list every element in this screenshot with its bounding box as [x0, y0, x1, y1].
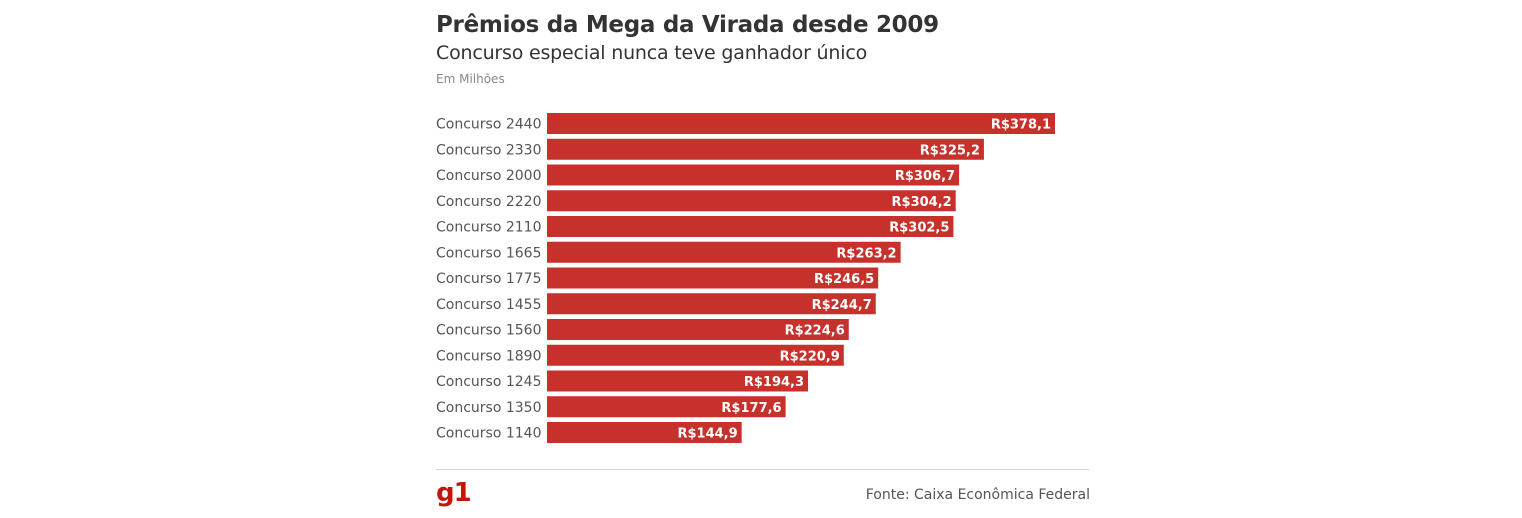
- value-label: R$302,5: [889, 221, 949, 236]
- category-label: Concurso 1350: [436, 400, 541, 416]
- category-label: Concurso 2000: [436, 168, 541, 184]
- footer-divider: [436, 469, 1089, 470]
- bar[interactable]: [547, 190, 956, 212]
- bar-chart: Concurso 2440 R$378,1 Concurso 2330 R$325,2…: [436, 113, 1055, 443]
- category-label: Concurso 1245: [436, 374, 541, 390]
- bar[interactable]: [547, 344, 844, 366]
- value-label: R$325,2: [920, 143, 980, 158]
- category-label: Concurso 1775: [436, 271, 541, 287]
- bar[interactable]: [547, 113, 1055, 134]
- category-label: Concurso 1560: [436, 323, 541, 339]
- chart-container: Prêmios da Mega da Virada desde 2009 Con…: [436, 0, 1090, 518]
- category-label: Concurso 2220: [436, 194, 541, 210]
- value-label: R$177,6: [721, 401, 781, 416]
- value-label: R$263,2: [836, 246, 896, 261]
- value-label: R$378,1: [991, 118, 1051, 133]
- category-label: Concurso 1890: [436, 348, 541, 364]
- category-label: Concurso 2330: [436, 142, 541, 158]
- value-label: R$246,5: [814, 272, 874, 287]
- category-label: Concurso 2110: [436, 220, 541, 236]
- bar[interactable]: [547, 267, 879, 289]
- value-label: R$306,7: [895, 169, 955, 184]
- bar[interactable]: [547, 396, 786, 418]
- bar[interactable]: [547, 319, 849, 340]
- bar[interactable]: [547, 138, 984, 160]
- category-label: Concurso 1665: [436, 245, 541, 261]
- category-label: Concurso 1140: [436, 426, 541, 442]
- category-label: Concurso 2440: [436, 117, 541, 133]
- unit-note: Em Milhões: [436, 72, 505, 86]
- value-label: R$304,2: [892, 195, 952, 210]
- value-label: R$224,6: [785, 324, 845, 339]
- bar[interactable]: [547, 370, 809, 392]
- source-note: Fonte: Caixa Econômica Federal: [865, 487, 1090, 503]
- value-label: R$244,7: [812, 298, 872, 313]
- chart-subtitle: Concurso especial nunca teve ganhador ún…: [436, 42, 867, 64]
- value-label: R$194,3: [744, 375, 804, 390]
- g1-logo[interactable]: g1: [436, 478, 472, 508]
- bar[interactable]: [547, 241, 901, 263]
- value-label: R$220,9: [780, 349, 840, 364]
- bar[interactable]: [547, 422, 742, 443]
- bar[interactable]: [547, 164, 960, 186]
- category-label: Concurso 1455: [436, 297, 541, 313]
- chart-title: Prêmios da Mega da Virada desde 2009: [436, 12, 939, 38]
- bar[interactable]: [547, 293, 876, 315]
- bar[interactable]: [547, 216, 954, 237]
- value-label: R$144,9: [677, 427, 737, 442]
